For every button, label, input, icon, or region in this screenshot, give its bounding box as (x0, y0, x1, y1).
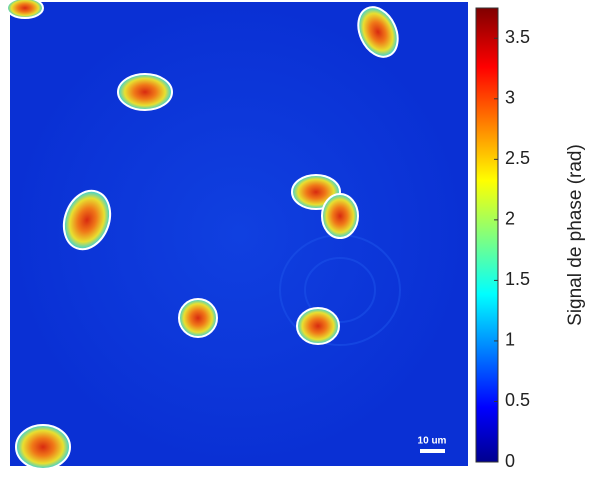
scale-bar-label: 10 um (418, 436, 447, 447)
cell (16, 425, 70, 469)
cell (322, 194, 358, 238)
cell (118, 74, 172, 110)
scale-bar (420, 449, 445, 453)
cell (297, 308, 339, 344)
colorbar-tick-label: 2.5 (505, 148, 530, 168)
colorbar-ticks: 0 0.5 1 1.5 2 2.5 3 3.5 (494, 27, 530, 471)
colorbar-tick-label: 3 (505, 88, 515, 108)
colorbar-tick-label: 1 (505, 330, 515, 350)
colorbar (476, 8, 498, 462)
phase-image: 10 um (7, 0, 468, 469)
cell (7, 0, 43, 18)
colorbar-tick-label: 0 (505, 451, 515, 471)
colorbar-tick-label: 0.5 (505, 390, 530, 410)
figure: 10 um Signal de phase (rad) 0 0.5 1 1.5 2 2.5… (0, 0, 590, 472)
colorbar-tick-label: 2 (505, 209, 515, 229)
cell (179, 299, 217, 337)
colorbar-label: Signal de phase (rad) (565, 144, 586, 326)
colorbar-tick-label: 3.5 (505, 27, 530, 47)
colorbar-tick-label: 1.5 (505, 269, 530, 289)
